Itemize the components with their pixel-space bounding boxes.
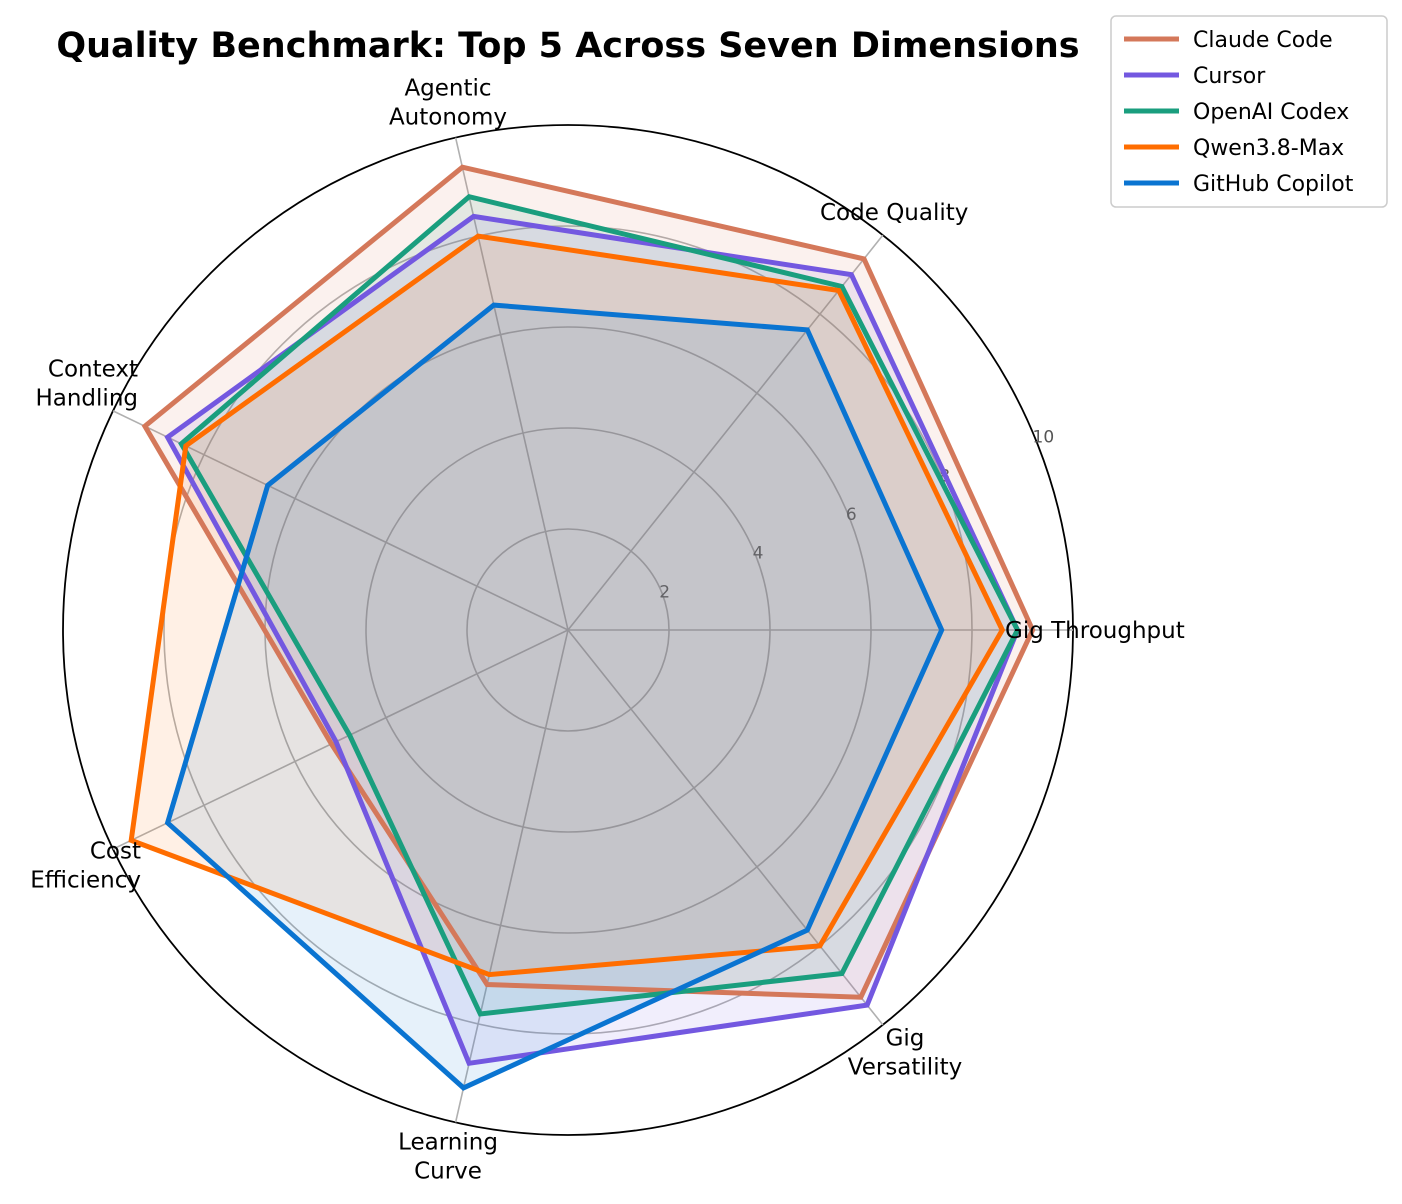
series-fill-0 [144,167,1033,998]
series-fill-4 [167,305,942,1088]
spoke-line [112,410,569,631]
axis-label-3: Context Handling [35,357,138,412]
series-line-4 [164,302,945,1091]
legend: Claude Code Cursor OpenAI Codex Qwen3.8-Max… [1110,15,1388,208]
chart-title: Quality Benchmark: Top 5 Across Seven Di… [56,26,1079,66]
axis-labels: Gig Throughput Code Quality Agentic Autonom… [30,76,1185,1185]
series-layer [128,164,1036,1091]
radial-tick-label: 6 [846,505,857,525]
spoke-line [567,629,884,1026]
spoke-line [454,137,569,631]
legend-label: GitHub Copilot [1193,172,1354,197]
legend-box [1110,15,1388,208]
legend-label: Qwen3.8-Max [1193,136,1344,161]
axis-label-4: Cost Efficiency [30,839,141,894]
series-fill-2 [181,196,1018,1014]
radial-tick-label: 4 [753,544,764,564]
legend-label: OpenAI Codex [1193,100,1349,125]
axis-label-2: Agentic Autonomy [389,76,507,131]
axis-label-6: Gig Versatility [848,1026,962,1081]
legend-label: Claude Code [1193,28,1333,53]
axis-label-5: Learning Curve [398,1130,498,1185]
radial-tick-label: 2 [659,582,670,602]
series-fill-1 [167,216,1018,1064]
axis-label-1: Code Quality [820,200,968,226]
legend-label: Cursor [1193,64,1266,89]
spoke-line [567,234,884,631]
series-line-1 [164,213,1021,1067]
spoke-line [112,629,569,850]
series-line-2 [178,193,1021,1017]
spoke-line [454,629,569,1123]
axis-label-0: Gig Throughput [1005,618,1185,644]
radial-tick-label: 10 [1033,428,1055,448]
